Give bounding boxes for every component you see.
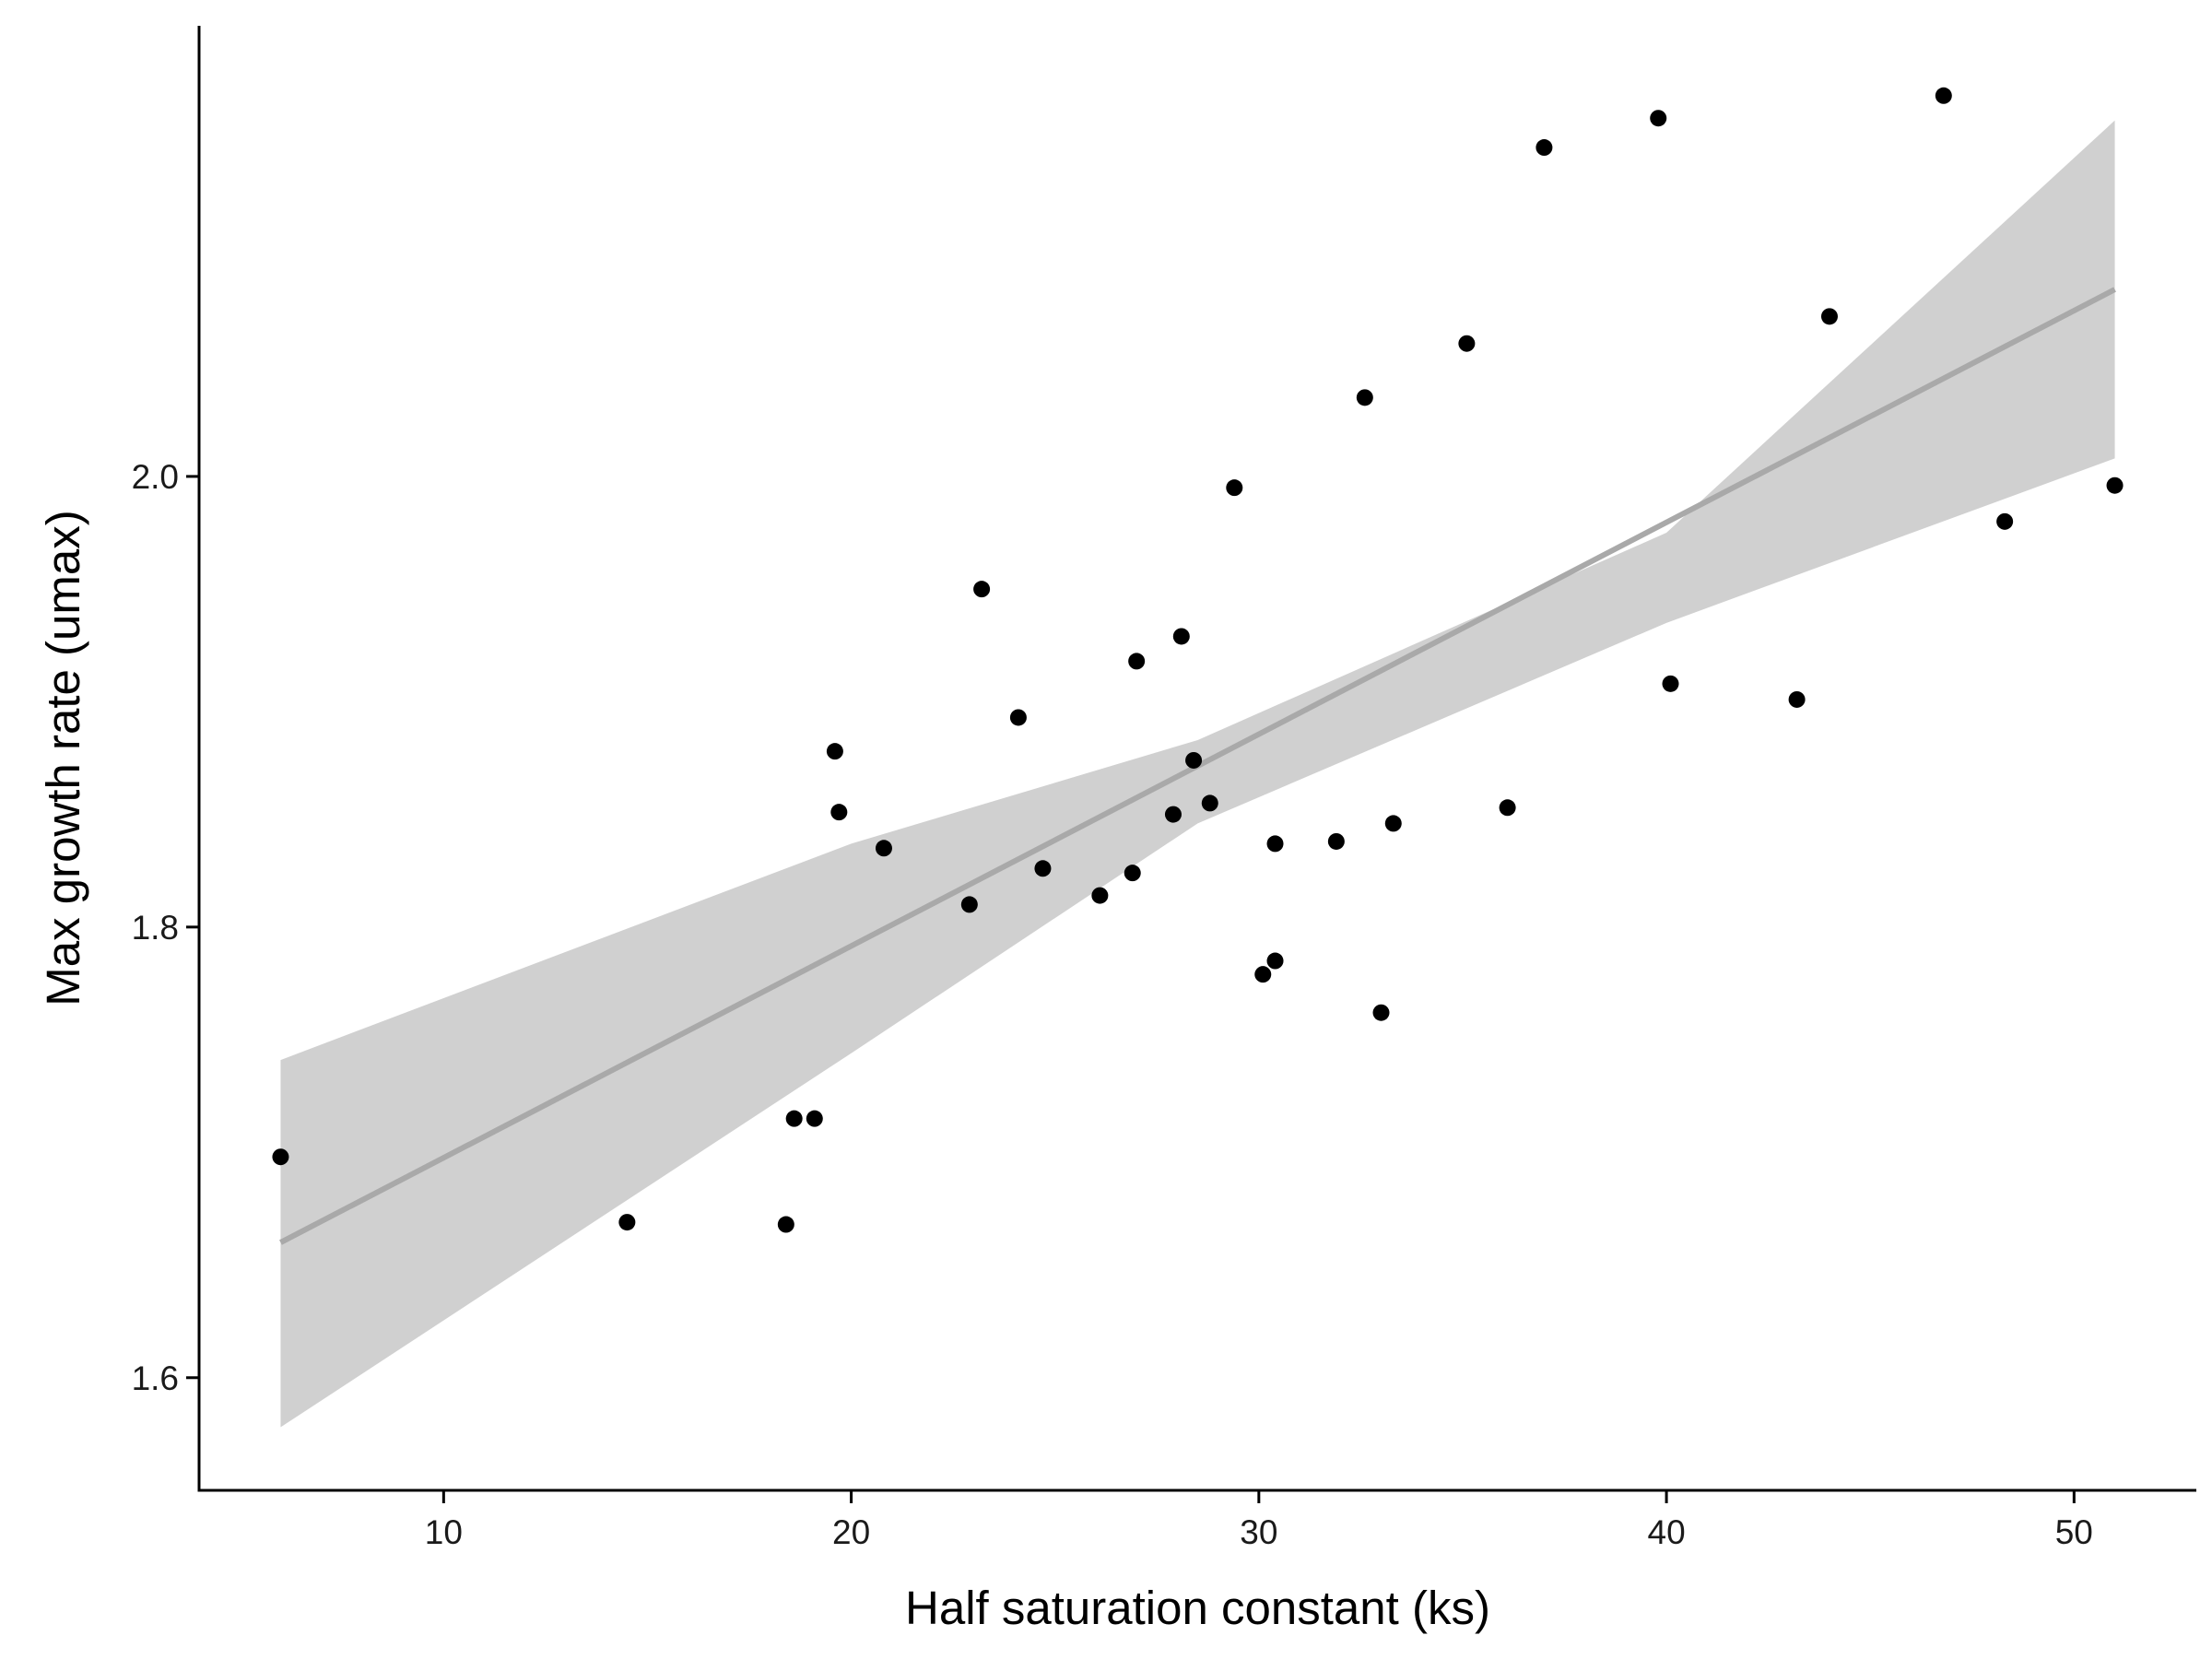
data-point-27: [1384, 815, 1402, 832]
data-point-32: [1662, 675, 1679, 692]
data-point-37: [2106, 477, 2124, 494]
data-point-10: [973, 581, 991, 598]
data-point-31: [1650, 110, 1667, 127]
x-axis-title: Half saturation constant (ks): [905, 1582, 1490, 1634]
data-point-4: [785, 1110, 803, 1127]
data-point-33: [1788, 690, 1806, 708]
data-point-29: [1499, 799, 1516, 817]
data-point-30: [1535, 139, 1553, 157]
data-point-28: [1458, 335, 1476, 352]
y-axis-title: Max growth rate (umax): [37, 510, 89, 1006]
data-point-11: [1009, 709, 1027, 726]
data-point-12: [1034, 860, 1052, 877]
x-tick-label-50: 50: [2055, 1513, 2093, 1551]
data-point-6: [826, 743, 843, 760]
data-point-19: [1201, 794, 1218, 812]
confidence-band: [280, 120, 2115, 1428]
data-point-17: [1172, 628, 1190, 645]
x-tick-label-20: 20: [832, 1513, 870, 1551]
data-point-14: [1124, 865, 1141, 882]
data-point-22: [1266, 952, 1284, 970]
x-tick-label-40: 40: [1648, 1513, 1686, 1551]
x-tick-label-30: 30: [1240, 1513, 1277, 1551]
data-point-26: [1372, 1004, 1390, 1021]
data-point-20: [1226, 479, 1243, 497]
data-point-5: [806, 1110, 823, 1127]
data-points-layer: [272, 87, 2124, 1233]
data-point-1: [272, 1148, 289, 1166]
data-point-16: [1164, 806, 1182, 823]
data-point-9: [960, 896, 978, 913]
data-point-7: [830, 804, 848, 821]
x-tick-label-10: 10: [425, 1513, 463, 1551]
data-point-35: [1935, 87, 1952, 104]
data-point-36: [1996, 512, 2014, 530]
data-point-23: [1266, 835, 1284, 853]
data-point-34: [1820, 308, 1838, 325]
data-point-3: [777, 1216, 794, 1233]
y-tick-label-1.6: 1.6: [132, 1359, 179, 1397]
y-tick-label-2.0: 2.0: [132, 458, 179, 496]
axes-layer: 10 20 30 40 50 1.6 1.8 2.0: [132, 26, 2196, 1551]
y-tick-label-1.8: 1.8: [132, 909, 179, 947]
data-point-13: [1091, 887, 1109, 904]
data-point-2: [618, 1214, 636, 1231]
data-point-18: [1185, 751, 1203, 769]
data-point-8: [875, 840, 892, 857]
data-point-21: [1254, 966, 1272, 983]
data-point-15: [1128, 653, 1146, 670]
confidence-band-layer: [280, 120, 2115, 1428]
data-point-25: [1356, 389, 1373, 406]
data-point-24: [1327, 832, 1345, 850]
